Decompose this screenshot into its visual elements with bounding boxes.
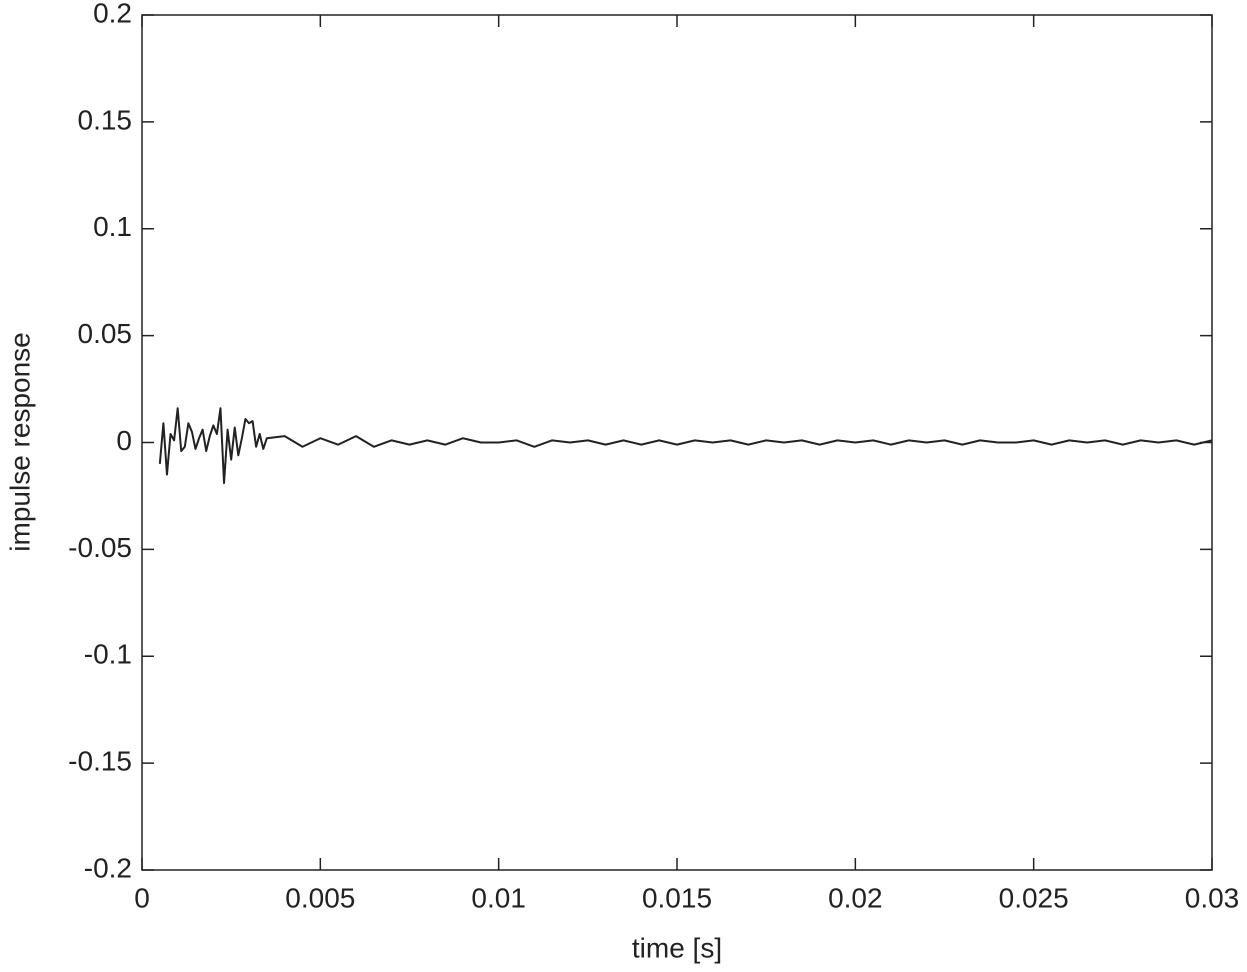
x-tick-label: 0.02 [828,882,883,913]
x-tick-label: 0.025 [999,882,1069,913]
y-tick-label: 0.1 [93,211,132,242]
x-tick-label: 0.005 [285,882,355,913]
y-tick-label: -0.1 [84,639,132,670]
y-tick-label: 0.15 [78,104,133,135]
y-axis-label: impulse response [4,332,35,551]
x-tick-label: 0.015 [642,882,712,913]
y-tick-label: 0.2 [93,0,132,28]
x-axis-label: time [s] [632,932,722,963]
x-tick-label: 0.03 [1185,882,1240,913]
y-tick-label: -0.15 [68,746,132,777]
plot-frame [141,14,1213,871]
x-tick-label: 0.01 [471,882,526,913]
y-tick-label: 0.05 [78,318,133,349]
y-tick-label: -0.2 [84,852,132,883]
y-tick-label: -0.05 [68,532,132,563]
x-tick-label: 0 [134,882,150,913]
y-tick-label: 0 [116,425,132,456]
data-line [158,407,1213,485]
